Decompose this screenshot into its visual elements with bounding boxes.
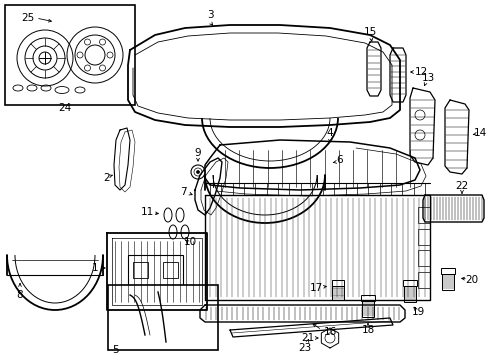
Text: 22: 22 (454, 181, 468, 191)
Text: 24: 24 (58, 103, 71, 113)
Bar (441, 274, 453, 290)
Text: 9: 9 (194, 148, 201, 158)
Text: 19: 19 (410, 307, 424, 317)
Text: 18: 18 (361, 325, 374, 335)
Bar (163, 262, 178, 278)
Bar (108, 285, 218, 350)
Bar (403, 286, 415, 302)
Text: 13: 13 (421, 73, 434, 83)
Text: 1: 1 (92, 263, 98, 273)
Bar (5, 5, 135, 105)
Bar (361, 295, 374, 301)
Bar (361, 301, 373, 317)
Text: 21: 21 (301, 333, 314, 343)
Text: 25: 25 (21, 13, 35, 23)
Bar (403, 280, 416, 286)
Text: 8: 8 (17, 290, 23, 300)
Text: 6: 6 (336, 155, 343, 165)
Bar (417, 250, 429, 266)
Text: 16: 16 (323, 327, 336, 337)
Text: 12: 12 (413, 67, 427, 77)
Ellipse shape (196, 171, 199, 174)
Bar (332, 285, 343, 300)
Text: 5: 5 (112, 345, 119, 355)
Text: 11: 11 (140, 207, 153, 217)
Text: 4: 4 (326, 128, 333, 138)
Bar (417, 207, 429, 223)
Text: 7: 7 (179, 187, 186, 197)
Bar (440, 268, 454, 274)
Text: 23: 23 (298, 343, 311, 353)
Bar (133, 262, 148, 278)
Bar (128, 255, 183, 285)
Bar (331, 280, 344, 285)
Bar (417, 272, 429, 288)
Text: 15: 15 (363, 27, 376, 37)
Text: 3: 3 (206, 10, 213, 20)
Text: 14: 14 (472, 128, 486, 138)
Text: 2: 2 (103, 173, 110, 183)
Bar (417, 229, 429, 245)
Text: 17: 17 (309, 283, 322, 293)
Text: 20: 20 (465, 275, 478, 285)
Text: 10: 10 (183, 237, 196, 247)
